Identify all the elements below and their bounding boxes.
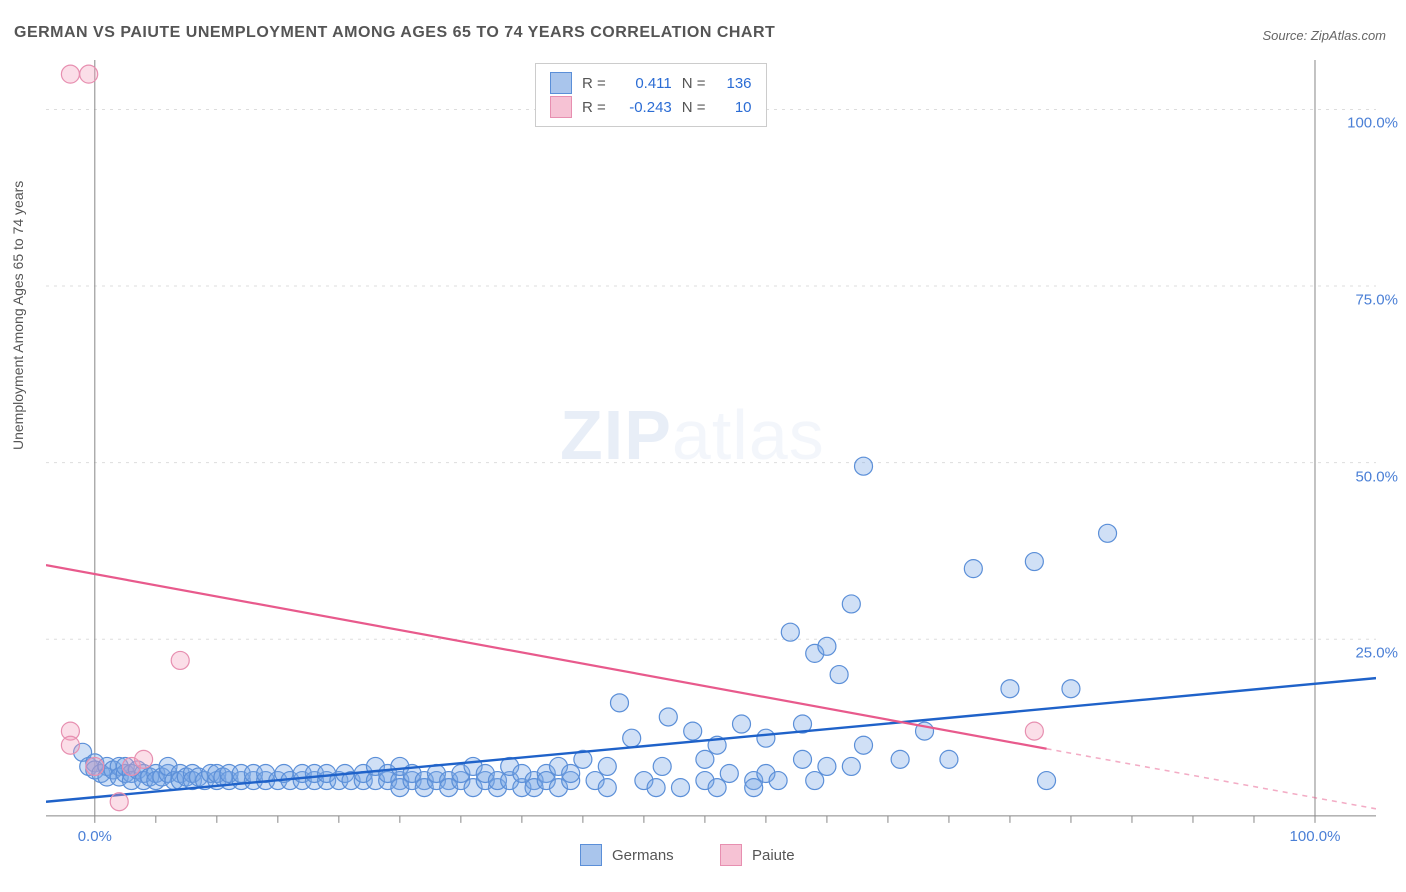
n-value-paiute: 10 xyxy=(716,99,752,116)
swatch-paiute xyxy=(550,96,572,118)
series-legend-germans: Germans xyxy=(580,844,674,866)
x-tick-label: 100.0% xyxy=(1290,828,1341,845)
y-axis-label: Unemployment Among Ages 65 to 74 years xyxy=(10,181,26,450)
chart-title: GERMAN VS PAIUTE UNEMPLOYMENT AMONG AGES… xyxy=(14,24,775,42)
correlation-chart xyxy=(46,60,1376,830)
stats-legend-row-paiute: R = -0.243 N = 10 xyxy=(550,96,752,118)
r-value-paiute: -0.243 xyxy=(616,99,672,116)
y-tick-label: 100.0% xyxy=(1347,115,1398,132)
n-label: N = xyxy=(682,99,706,116)
source-label: Source: ZipAtlas.com xyxy=(1262,28,1386,43)
y-tick-label: 75.0% xyxy=(1355,292,1398,309)
x-tick-label: 0.0% xyxy=(78,828,112,845)
r-value-germans: 0.411 xyxy=(616,75,672,92)
swatch-germans-b xyxy=(580,844,602,866)
r-label: R = xyxy=(582,75,606,92)
r-label: R = xyxy=(582,99,606,116)
y-tick-label: 25.0% xyxy=(1355,645,1398,662)
stats-legend: R = 0.411 N = 136 R = -0.243 N = 10 xyxy=(535,63,767,127)
y-tick-label: 50.0% xyxy=(1355,468,1398,485)
stats-legend-row-germans: R = 0.411 N = 136 xyxy=(550,72,752,94)
n-label: N = xyxy=(682,75,706,92)
swatch-germans xyxy=(550,72,572,94)
series-legend-paiute: Paiute xyxy=(720,844,795,866)
series-label-paiute: Paiute xyxy=(752,847,795,864)
series-label-germans: Germans xyxy=(612,847,674,864)
n-value-germans: 136 xyxy=(716,75,752,92)
swatch-paiute-b xyxy=(720,844,742,866)
